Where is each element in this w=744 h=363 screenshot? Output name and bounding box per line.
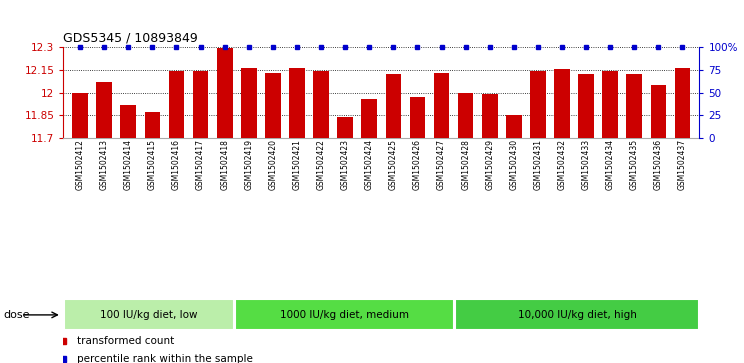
Bar [289, 68, 305, 138]
Bar [554, 69, 570, 138]
Text: 100 IU/kg diet, low: 100 IU/kg diet, low [100, 310, 198, 320]
Text: 10,000 IU/kg diet, high: 10,000 IU/kg diet, high [518, 310, 636, 320]
Bar [169, 71, 185, 138]
Text: dose: dose [4, 310, 31, 320]
Bar [217, 48, 233, 138]
Bar [506, 115, 522, 138]
Bar [337, 117, 353, 138]
Bar [362, 99, 377, 138]
Text: 1000 IU/kg diet, medium: 1000 IU/kg diet, medium [280, 310, 409, 320]
Text: GDS5345 / 10893849: GDS5345 / 10893849 [63, 32, 198, 45]
Bar [144, 112, 160, 138]
Bar [72, 93, 88, 138]
Bar [235, 299, 454, 330]
Bar [265, 73, 280, 138]
Bar [458, 93, 473, 138]
Text: transformed count: transformed count [77, 336, 175, 346]
Bar [578, 74, 594, 138]
Bar [434, 73, 449, 138]
Bar [626, 74, 642, 138]
Bar [482, 94, 498, 138]
Bar [410, 97, 426, 138]
Bar [455, 299, 699, 330]
Bar [193, 72, 208, 138]
Bar [385, 74, 401, 138]
Bar [64, 299, 234, 330]
Bar [97, 82, 112, 138]
Bar [530, 71, 546, 138]
Bar [313, 71, 329, 138]
Bar [675, 68, 690, 138]
Bar [650, 85, 666, 138]
Bar [241, 68, 257, 138]
Bar [603, 71, 618, 138]
Bar [121, 105, 136, 138]
Text: percentile rank within the sample: percentile rank within the sample [77, 354, 253, 363]
